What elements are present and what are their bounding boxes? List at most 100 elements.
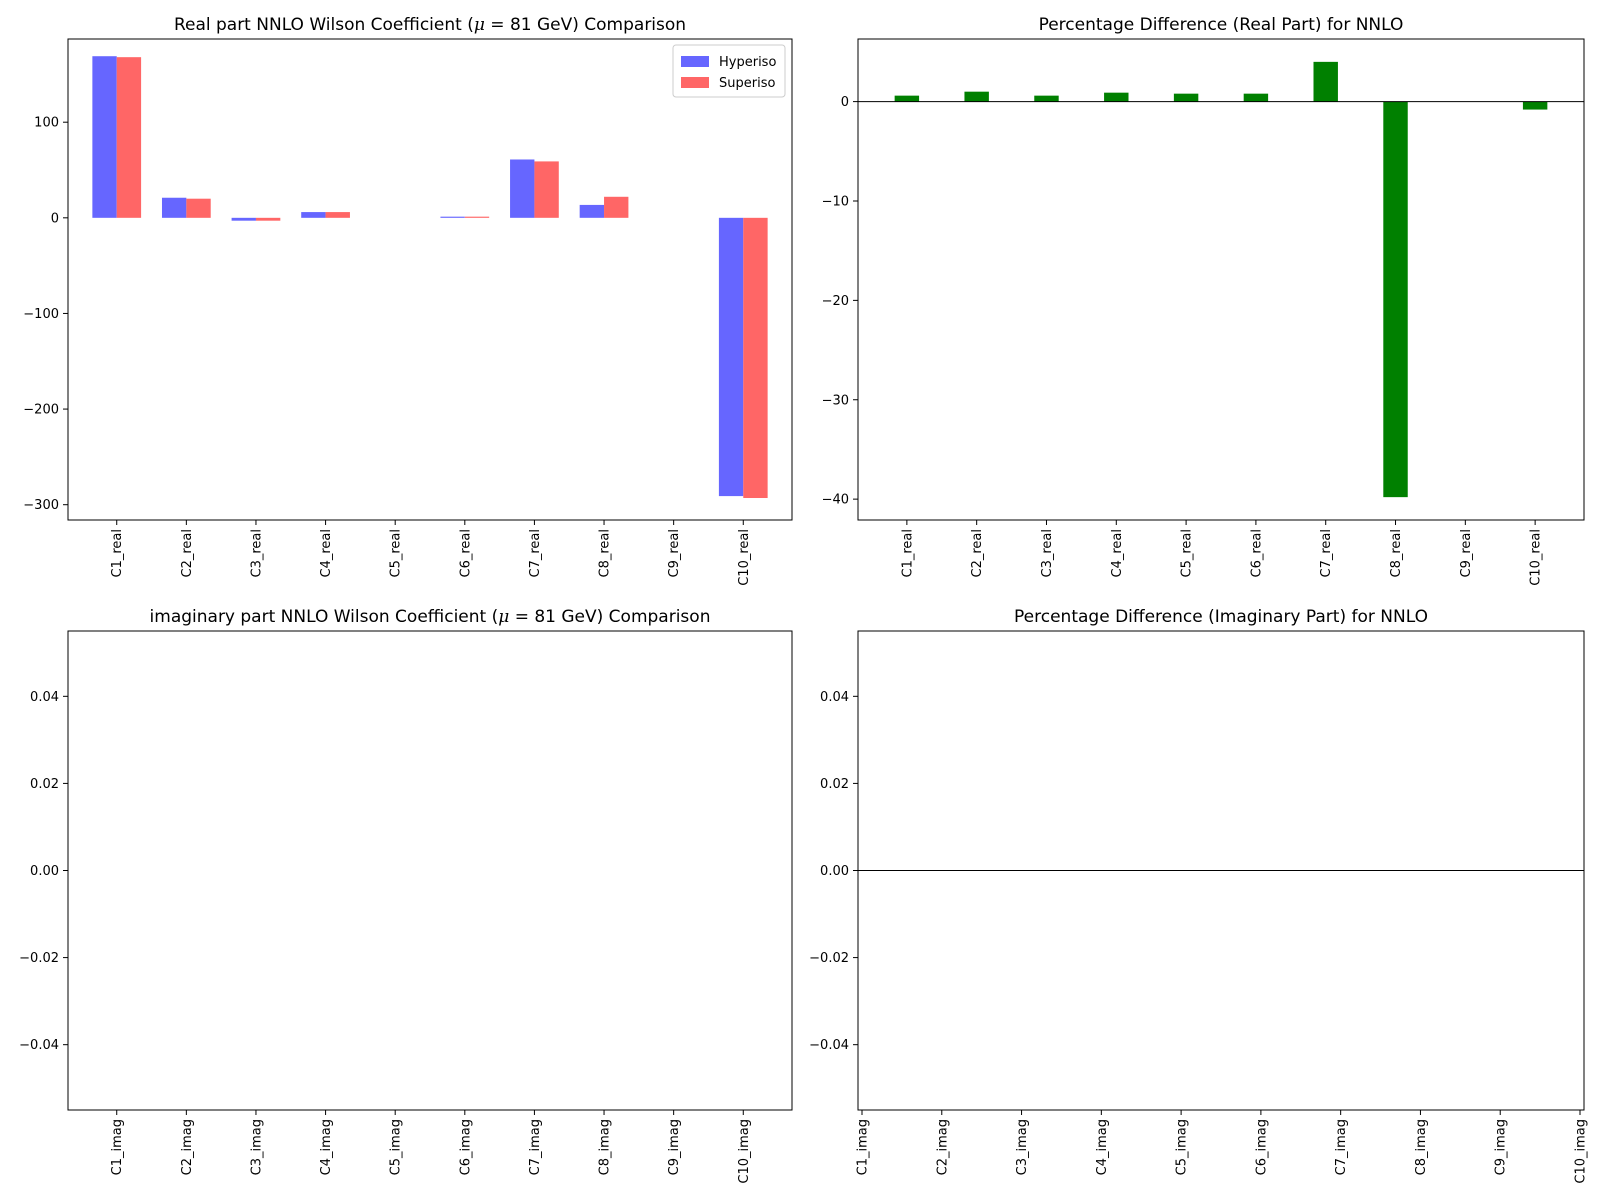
x-tick-label: C2_real [970, 529, 985, 577]
x-tick-label: C6_imag [458, 1119, 473, 1175]
legend-swatch-hyperiso [681, 56, 709, 67]
y-tick-label: −40 [822, 493, 849, 508]
y-tick-label: −20 [822, 294, 849, 309]
x-tick-label: C4_imag [319, 1119, 334, 1175]
bar-series-1-c2_real [964, 91, 989, 102]
chart-panel-4: 0.04 0.02 0.00 −0.02 −0.04 C1_imag C2_imag C3_i… [809, 607, 1588, 1184]
bar-series-1-c7_real [1313, 61, 1338, 102]
bar-superiso-c2_real [186, 198, 211, 218]
x-tick-label: C3_imag [249, 1119, 264, 1175]
x-tick-label: C5_imag [389, 1119, 404, 1175]
bar-series-1-c5_real [1173, 93, 1199, 102]
x-tick-label: C7_real [1319, 529, 1334, 577]
x-tick-label: C1_imag [856, 1119, 871, 1175]
x-tick-label: C6_real [1249, 529, 1264, 577]
y-tick-label: 0.02 [30, 777, 59, 792]
y-tick-label: 0 [841, 95, 849, 110]
y-tick-label: −0.02 [19, 951, 59, 966]
x-tick-label: C4_imag [1095, 1119, 1110, 1175]
x-tick-label: C9_imag [667, 1119, 682, 1175]
x-tick-label: C3_imag [1015, 1119, 1030, 1175]
y-tick-label: 0.00 [820, 864, 849, 879]
x-tick-label: C4_real [1110, 529, 1125, 577]
y-tick-label: −10 [822, 194, 849, 209]
bar-hyperiso-c3_real [231, 217, 256, 221]
x-tick-label: C2_real [180, 529, 195, 577]
bar-hyperiso-c4_real [301, 212, 326, 218]
bar-series-1-c1_real [894, 95, 920, 102]
x-tick-label: C5_real [1180, 529, 1195, 577]
bar-superiso-c7_real [534, 161, 559, 218]
chart-panel-3: 0.04 0.02 0.00 −0.02 −0.04 C1_imag C2_imag C3_i… [19, 607, 793, 1184]
x-tick-label: C8_imag [1414, 1119, 1429, 1175]
bar-hyperiso-c6_real [440, 216, 465, 218]
bar-series-1-c8_real [1383, 101, 1408, 498]
y-tick-label: −0.04 [19, 1038, 59, 1053]
axes-frame [857, 38, 1585, 521]
legend-label-hyperiso: Hyperiso [719, 55, 776, 70]
x-tick-label: C6_real [458, 529, 473, 577]
chart-title: Percentage Difference (Imaginary Part) f… [1014, 607, 1428, 627]
axes-frame [67, 630, 793, 1111]
x-tick-label: C5_imag [1175, 1119, 1190, 1175]
x-tick-label: C8_real [598, 529, 613, 577]
y-tick-label: −100 [23, 307, 59, 322]
legend-swatch-superiso [681, 77, 709, 88]
bar-hyperiso-c1_real [92, 56, 117, 218]
x-tick-label: C1_imag [110, 1119, 125, 1175]
bar-series-1-c4_real [1104, 92, 1129, 102]
y-tick-label: −0.02 [809, 951, 849, 966]
y-tick-label: 0.04 [820, 690, 849, 705]
x-tick-label: C10_imag [737, 1119, 752, 1184]
axes-frame [67, 38, 793, 521]
x-tick-label: C9_imag [1494, 1119, 1509, 1175]
y-tick-label: 0.04 [30, 690, 59, 705]
y-tick-label: 100 [34, 116, 59, 131]
x-tick-label: C9_real [667, 529, 682, 577]
x-tick-label: C1_real [900, 529, 915, 577]
x-tick-label: C6_imag [1254, 1119, 1269, 1175]
x-tick-label: C9_real [1459, 529, 1474, 577]
x-tick-label: C1_real [110, 529, 125, 577]
x-tick-label: C10_real [737, 529, 752, 586]
x-tick-label: C2_imag [935, 1119, 950, 1175]
x-tick-label: C2_imag [180, 1119, 195, 1175]
bar-hyperiso-c10_real [718, 217, 744, 497]
x-tick-label: C8_real [1389, 529, 1404, 577]
bar-hyperiso-c8_real [579, 204, 605, 218]
x-tick-label: C8_imag [598, 1119, 613, 1175]
bar-superiso-c6_real [464, 216, 490, 218]
chart-title: Percentage Difference (Real Part) for NN… [1039, 15, 1404, 35]
y-tick-label: −0.04 [809, 1038, 849, 1053]
x-tick-label: C10_real [1529, 529, 1544, 586]
bar-superiso-c8_real [604, 196, 629, 218]
bar-hyperiso-c2_real [161, 197, 187, 218]
bar-hyperiso-c7_real [510, 159, 535, 218]
y-tick-label: 0 [51, 211, 59, 226]
y-tick-label: 0.00 [30, 864, 59, 879]
bar-series-1-c6_real [1243, 93, 1269, 102]
chart-title: imaginary part NNLO Wilson Coefficient (… [150, 607, 711, 627]
x-tick-label: C7_imag [528, 1119, 543, 1175]
chart-panel-1: 100 0 −100 −200 −300 C1_real C2_real C3_real C4_… [23, 15, 793, 586]
bar-superiso-c10_real [743, 217, 768, 499]
bar-superiso-c4_real [325, 212, 350, 218]
bar-series-1-c3_real [1034, 95, 1059, 102]
x-tick-label: C7_real [528, 529, 543, 577]
x-tick-label: C7_imag [1334, 1119, 1349, 1175]
x-tick-label: C5_real [389, 529, 404, 577]
bar-superiso-c1_real [116, 57, 142, 218]
chart-title: Real part NNLO Wilson Coefficient (μ = 8… [174, 15, 686, 35]
legend-label-superiso: Superiso [719, 76, 775, 91]
x-tick-label: C3_real [249, 529, 264, 577]
y-tick-label: −300 [23, 498, 59, 513]
bar-superiso-c3_real [255, 217, 281, 221]
y-tick-label: −200 [23, 403, 59, 418]
x-tick-label: C4_real [319, 529, 334, 577]
legend: Hyperiso Superiso [672, 44, 786, 98]
bar-series-1-c10_real [1522, 101, 1548, 110]
x-tick-label: C3_real [1040, 529, 1055, 577]
y-tick-label: −30 [822, 393, 849, 408]
y-tick-label: 0.02 [820, 777, 849, 792]
